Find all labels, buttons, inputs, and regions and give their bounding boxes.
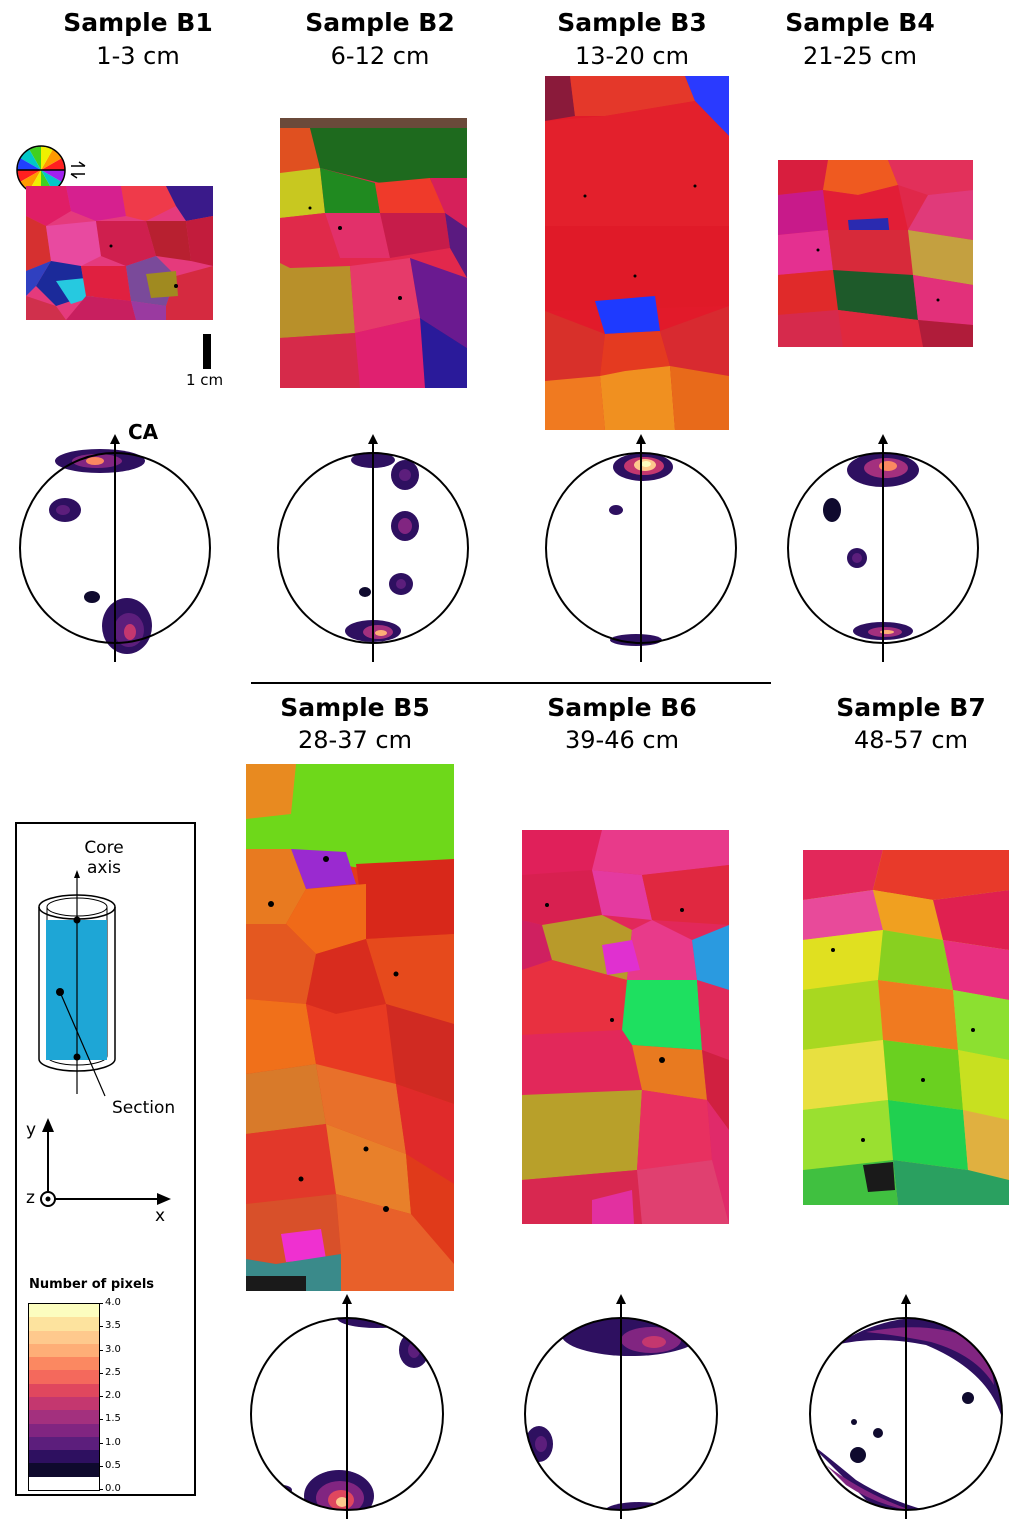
colorbar-band bbox=[29, 1370, 99, 1385]
pole-figure-b1 bbox=[19, 434, 211, 662]
colorbar-tick-label: 1.0 bbox=[105, 1436, 121, 1448]
ebsd-map-b1 bbox=[26, 186, 213, 320]
ebsd-map-b5 bbox=[246, 764, 454, 1291]
pole-figure-b4 bbox=[787, 434, 979, 662]
sample-title-b6: Sample B6 bbox=[547, 693, 697, 722]
scale-bar-label: 1 cm bbox=[186, 371, 224, 389]
colorbar-tick-mark bbox=[99, 1396, 103, 1397]
sample-depth-b7: 48-57 cm bbox=[854, 726, 968, 754]
pole-figure-b2 bbox=[277, 434, 469, 662]
sample-title-b4: Sample B4 bbox=[785, 8, 935, 37]
colorbar-band bbox=[29, 1423, 99, 1438]
pole-figure-b7 bbox=[809, 1294, 1003, 1519]
colorbar-tick-label: 0.5 bbox=[105, 1459, 121, 1471]
legend-panel: Core axis Section y z x Number of pixels… bbox=[15, 822, 196, 1496]
colorbar-tick-label: 1.5 bbox=[105, 1413, 121, 1425]
ebsd-map-b7 bbox=[803, 850, 1009, 1205]
sample-depth-b2: 6-12 cm bbox=[330, 42, 430, 70]
section-text: Section bbox=[112, 1098, 176, 1118]
sample-depth-b5: 28-37 cm bbox=[298, 726, 412, 754]
pole-figure-b3 bbox=[545, 434, 737, 662]
colorbar-tick-mark bbox=[99, 1303, 103, 1304]
sample-title-b7: Sample B7 bbox=[836, 693, 986, 722]
axis-z-label: z bbox=[26, 1188, 35, 1208]
colorbar-tick-mark bbox=[99, 1349, 103, 1351]
colorbar-tick-label: 3.5 bbox=[105, 1320, 121, 1332]
colorbar-tick-mark bbox=[99, 1326, 103, 1328]
colorbar-tick-label: 0.0 bbox=[105, 1483, 121, 1494]
colorbar-band bbox=[29, 1343, 99, 1358]
colorbar-tick-mark bbox=[99, 1372, 103, 1374]
colorbar-band bbox=[29, 1450, 99, 1464]
colorbar-tick-label: 2.0 bbox=[105, 1390, 121, 1401]
sample-title-b2: Sample B2 bbox=[305, 8, 455, 37]
sample-title-b5: Sample B5 bbox=[280, 693, 430, 722]
colorbar-tick-mark bbox=[99, 1489, 103, 1490]
colorbar-tick-mark bbox=[99, 1465, 103, 1467]
axis-x-label: x bbox=[155, 1206, 166, 1226]
colorbar-band bbox=[29, 1304, 99, 1318]
sample-depth-b3: 13-20 cm bbox=[575, 42, 689, 70]
ebsd-map-b6 bbox=[522, 830, 729, 1224]
colorbar-band bbox=[29, 1317, 99, 1332]
core-section-diagram bbox=[38, 870, 171, 1207]
colorbar-band bbox=[29, 1383, 99, 1398]
orientation-color-wheel bbox=[8, 140, 108, 200]
colorbar-band bbox=[29, 1397, 99, 1411]
core-axis-label: CA bbox=[128, 420, 159, 444]
colorbar-band bbox=[29, 1357, 99, 1371]
colorbar-title: Number of pixels bbox=[29, 1277, 155, 1292]
sample-title-b1: Sample B1 bbox=[63, 8, 213, 37]
sample-depth-b6: 39-46 cm bbox=[565, 726, 679, 754]
colorbar-band bbox=[29, 1436, 99, 1451]
colorbar-tick-mark bbox=[99, 1419, 103, 1421]
colorbar-ticks: 4.0 3.5 3.0 2.5 2.0 1.5 1.0 0.5 0.0 bbox=[99, 1298, 139, 1494]
colorbar-band bbox=[29, 1463, 99, 1478]
colorbar-tick-label: 2.5 bbox=[105, 1366, 121, 1378]
colorbar bbox=[28, 1303, 100, 1491]
colorbar-band bbox=[29, 1476, 99, 1491]
sample-depth-b4: 21-25 cm bbox=[803, 42, 917, 70]
scale-bar bbox=[203, 334, 211, 369]
pole-figure-b6 bbox=[524, 1294, 718, 1519]
colorbar-band bbox=[29, 1330, 99, 1345]
colorbar-tick-label: 3.0 bbox=[105, 1343, 121, 1355]
sample-depth-b1: 1-3 cm bbox=[96, 42, 180, 70]
pole-figure-b5 bbox=[250, 1294, 444, 1519]
colorbar-band bbox=[29, 1410, 99, 1425]
ebsd-map-b4 bbox=[778, 160, 973, 347]
ebsd-map-b3 bbox=[545, 76, 729, 430]
axis-y-label: y bbox=[26, 1120, 37, 1140]
colorbar-tick-mark bbox=[99, 1442, 103, 1444]
ebsd-map-b2 bbox=[280, 118, 467, 388]
sample-title-b3: Sample B3 bbox=[557, 8, 707, 37]
colorbar-tick-label: 4.0 bbox=[105, 1297, 121, 1308]
core-axis-text: Core axis bbox=[84, 838, 124, 878]
row-divider bbox=[251, 682, 771, 684]
